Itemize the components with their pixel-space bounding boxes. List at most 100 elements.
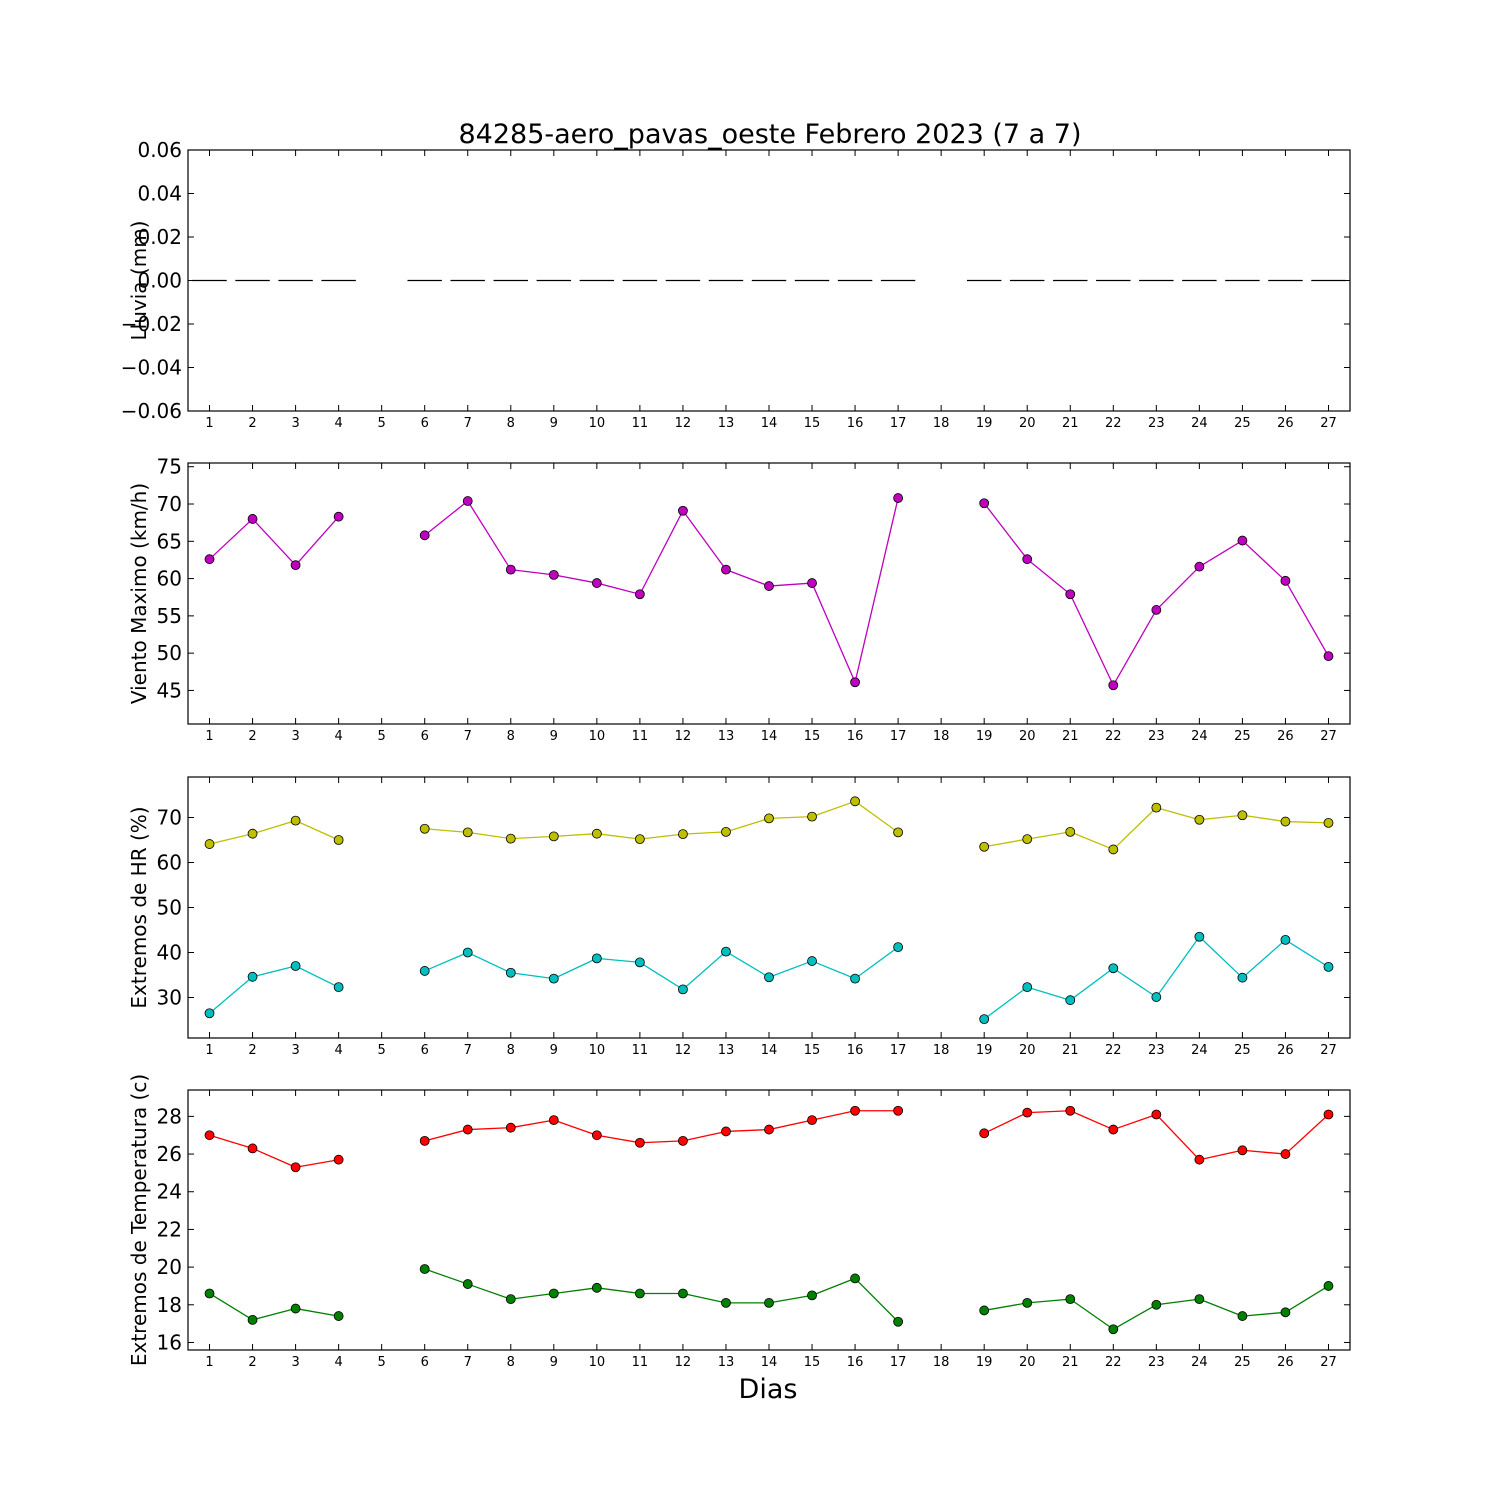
data-point: [505, 1294, 516, 1305]
series-line-segment: [725, 951, 770, 978]
data-point: [591, 1130, 602, 1141]
x-tick-label: 22: [1105, 1043, 1122, 1058]
y-tick-label: 30: [157, 986, 182, 1010]
series-line-segment: [295, 820, 339, 841]
series-line-segment: [596, 833, 640, 840]
series-line-segment: [1069, 967, 1114, 1001]
data-point: [1151, 1109, 1162, 1120]
x-tick-label: 11: [632, 729, 649, 744]
data-point: [1022, 1107, 1033, 1118]
series-line-segment: [983, 1112, 1028, 1134]
data-point: [591, 1282, 602, 1293]
data-point: [419, 1264, 430, 1274]
data-point: [1151, 605, 1162, 615]
data-point: [850, 796, 860, 807]
x-tick-label: 18: [933, 416, 950, 431]
data-point: [807, 956, 817, 966]
x-tick-label: 2: [248, 416, 256, 431]
data-point: [1280, 1149, 1291, 1159]
x-tick-label: 4: [334, 1355, 342, 1370]
data-point: [462, 1279, 473, 1289]
data-point: [764, 1297, 774, 1308]
series-line-segment: [553, 1287, 597, 1295]
x-tick-label: 11: [632, 416, 649, 431]
data-point: [1065, 827, 1076, 837]
x-tick-label: 2: [248, 1043, 256, 1058]
series-1: [204, 1105, 1334, 1173]
data-point: [893, 1105, 904, 1116]
x-tick-label: 13: [718, 729, 735, 744]
data-point: [1280, 1307, 1291, 1318]
x-tick-label: 27: [1320, 729, 1337, 744]
series-line-segment: [639, 510, 684, 595]
x-tick-label: 5: [378, 729, 386, 744]
data-point: [634, 1288, 645, 1299]
x-tick-label: 9: [550, 1355, 558, 1370]
y-tick-label: 22: [157, 1217, 182, 1241]
x-tick-label: 4: [334, 416, 342, 431]
y-axis-label: Viento Maximo (km/h): [127, 483, 151, 704]
data-point: [634, 589, 645, 600]
data-point: [634, 957, 645, 968]
y-tick-label: 28: [157, 1104, 182, 1128]
data-point: [893, 1316, 904, 1327]
y-tick-label: 60: [157, 851, 182, 875]
data-point: [764, 813, 774, 824]
x-tick-label: 15: [804, 416, 821, 431]
x-tick-label: 5: [378, 1043, 386, 1058]
series-line-segment: [467, 1127, 511, 1131]
data-point: [893, 827, 904, 838]
x-tick-label: 25: [1234, 1355, 1251, 1370]
series-line-segment: [682, 510, 727, 571]
data-point: [290, 815, 301, 826]
x-tick-label: 27: [1320, 1355, 1337, 1370]
data-point: [721, 1126, 731, 1137]
y-tick-label: 70: [157, 806, 182, 830]
series-line-segment: [510, 972, 554, 980]
data-point: [548, 569, 559, 580]
x-tick-label: 26: [1277, 1355, 1294, 1370]
data-point: [462, 947, 473, 958]
series-line-segment: [1155, 566, 1200, 611]
data-point: [678, 1288, 688, 1299]
series-line-segment: [1284, 580, 1330, 657]
series-line-segment: [1070, 831, 1114, 851]
x-tick-label: 18: [933, 1355, 950, 1370]
series-line-segment: [295, 1307, 339, 1317]
x-tick-label: 23: [1148, 1355, 1165, 1370]
x-tick-label: 8: [507, 1043, 515, 1058]
x-tick-label: 16: [847, 1043, 864, 1058]
data-point: [333, 835, 344, 845]
x-tick-label: 21: [1062, 1043, 1079, 1058]
x-tick-label: 24: [1191, 1355, 1208, 1370]
data-point: [721, 946, 731, 957]
y-tick-label: 75: [157, 455, 182, 479]
data-point: [1237, 1311, 1248, 1321]
y-tick-label: 26: [157, 1142, 182, 1166]
series-line-segment: [1155, 1114, 1200, 1161]
x-tick-label: 7: [464, 1355, 472, 1370]
series-line-segment: [682, 1130, 727, 1142]
y-tick-label: 0.02: [137, 225, 182, 249]
data-point: [893, 942, 904, 952]
data-point: [850, 1105, 860, 1116]
data-point: [1194, 814, 1205, 825]
data-point: [979, 498, 990, 509]
x-tick-label: 18: [933, 729, 950, 744]
data-point: [548, 831, 559, 842]
data-point: [333, 511, 344, 522]
series-line-segment: [984, 1302, 1028, 1312]
data-point: [419, 966, 430, 976]
data-point: [850, 677, 860, 688]
x-tick-label: 3: [291, 729, 299, 744]
data-point: [333, 1311, 344, 1321]
x-tick-label: 7: [464, 416, 472, 431]
data-point: [462, 496, 473, 506]
series-line-segment: [553, 833, 597, 838]
y-tick-label: 0.04: [137, 182, 182, 206]
series-line-segment: [1113, 1113, 1157, 1131]
x-tick-label: 14: [761, 1043, 778, 1058]
series-line-segment: [209, 976, 253, 1014]
x-tick-label: 21: [1062, 729, 1079, 744]
x-tick-label: 9: [550, 1043, 558, 1058]
